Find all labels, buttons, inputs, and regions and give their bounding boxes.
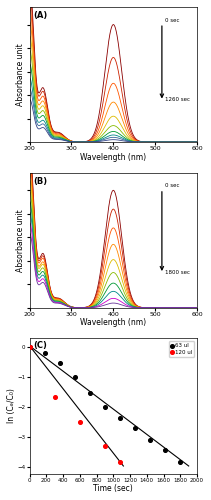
- Text: 1800 sec: 1800 sec: [165, 270, 190, 275]
- X-axis label: Wavelength (nm): Wavelength (nm): [80, 318, 146, 328]
- 63 ul: [28, 344, 31, 351]
- Text: (B): (B): [33, 176, 47, 186]
- Legend: 63 ul, 120 ul: 63 ul, 120 ul: [169, 341, 194, 357]
- Y-axis label: Absorbance unit: Absorbance unit: [16, 209, 26, 272]
- 63 ul: [88, 389, 92, 397]
- 63 ul: [58, 359, 61, 367]
- 63 ul: [179, 458, 182, 466]
- 63 ul: [164, 446, 167, 454]
- 63 ul: [118, 414, 122, 422]
- 120 ul: [103, 442, 107, 450]
- Text: 0 sec: 0 sec: [165, 18, 180, 23]
- Text: 1260 sec: 1260 sec: [165, 98, 190, 102]
- Text: (C): (C): [33, 341, 47, 350]
- 63 ul: [149, 436, 152, 444]
- 63 ul: [103, 403, 107, 411]
- Text: 0 sec: 0 sec: [165, 184, 180, 188]
- Y-axis label: ln (Cₔ/C₀): ln (Cₔ/C₀): [7, 388, 16, 424]
- 63 ul: [73, 374, 77, 382]
- 63 ul: [43, 349, 46, 357]
- X-axis label: Wavelength (nm): Wavelength (nm): [80, 152, 146, 162]
- 120 ul: [53, 393, 56, 401]
- Text: (A): (A): [33, 11, 47, 20]
- 120 ul: [118, 458, 122, 466]
- X-axis label: Time (sec): Time (sec): [93, 484, 133, 493]
- 120 ul: [28, 344, 31, 351]
- 63 ul: [133, 424, 137, 432]
- 120 ul: [78, 418, 81, 426]
- Y-axis label: Absorbance unit: Absorbance unit: [16, 43, 26, 106]
